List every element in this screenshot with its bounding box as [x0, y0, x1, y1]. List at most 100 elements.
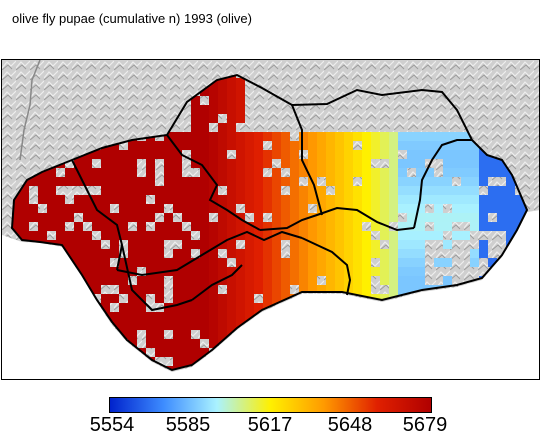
- heatmap-cell: [209, 312, 218, 321]
- heatmap-cell: [155, 276, 164, 285]
- heatmap-cell: [353, 285, 362, 294]
- heatmap-cell: [299, 267, 308, 276]
- heatmap-cell: [200, 348, 209, 357]
- heatmap-cell: [398, 204, 407, 213]
- heatmap-cell: [218, 150, 227, 159]
- heatmap-cell: [344, 186, 353, 195]
- heatmap-cell: [191, 96, 200, 105]
- heatmap-cell: [20, 222, 29, 231]
- heatmap-cell: [227, 168, 236, 177]
- heatmap-cell: [218, 267, 227, 276]
- heatmap-cell: [371, 168, 380, 177]
- heatmap-cell: [173, 339, 182, 348]
- heatmap-cell: [281, 159, 290, 168]
- heatmap-cell: [389, 285, 398, 294]
- heatmap-cell: [155, 186, 164, 195]
- heatmap-cell: [281, 258, 290, 267]
- heatmap-cell: [128, 294, 137, 303]
- heatmap-cell: [209, 204, 218, 213]
- heatmap-cell: [218, 195, 227, 204]
- heatmap-cell: [272, 141, 281, 150]
- heatmap-cell: [308, 186, 317, 195]
- heatmap-cell: [254, 177, 263, 186]
- heatmap-cell: [173, 294, 182, 303]
- heatmap-cell: [155, 222, 164, 231]
- heatmap-cell: [227, 177, 236, 186]
- heatmap-cell: [236, 222, 245, 231]
- heatmap-cell: [443, 258, 452, 267]
- heatmap-cell: [434, 186, 443, 195]
- heatmap-cell: [245, 294, 254, 303]
- heatmap-cell: [362, 213, 371, 222]
- heatmap-cell: [218, 222, 227, 231]
- heatmap-cell: [263, 186, 272, 195]
- heatmap-cell: [236, 213, 245, 222]
- heatmap-cell: [470, 213, 479, 222]
- heatmap-cell: [92, 276, 101, 285]
- heatmap-cell: [74, 240, 83, 249]
- heatmap-cell: [506, 195, 515, 204]
- heatmap-cell: [470, 249, 479, 258]
- heatmap-cell: [128, 303, 137, 312]
- heatmap-cell: [92, 168, 101, 177]
- heatmap-cell: [227, 78, 236, 87]
- heatmap-cell: [92, 249, 101, 258]
- heatmap-cell: [137, 141, 146, 150]
- heatmap-cell: [83, 249, 92, 258]
- heatmap-cell: [218, 123, 227, 132]
- heatmap-cell: [398, 141, 407, 150]
- heatmap-cell: [299, 186, 308, 195]
- heatmap-cell: [137, 321, 146, 330]
- heatmap-cell: [398, 258, 407, 267]
- heatmap-cell: [425, 141, 434, 150]
- heatmap-cell: [281, 132, 290, 141]
- heatmap-cell: [209, 294, 218, 303]
- heatmap-cell: [182, 339, 191, 348]
- heatmap-cell: [362, 249, 371, 258]
- heatmap-cell: [200, 186, 209, 195]
- heatmap-cell: [353, 159, 362, 168]
- heatmap-cell: [416, 177, 425, 186]
- heatmap-cell: [335, 177, 344, 186]
- heatmap-cell: [191, 321, 200, 330]
- heatmap-cell: [137, 303, 146, 312]
- heatmap-cell: [461, 177, 470, 186]
- heatmap-cell: [443, 168, 452, 177]
- heatmap-cell: [434, 222, 443, 231]
- heatmap-cell: [416, 168, 425, 177]
- heatmap-cell: [137, 150, 146, 159]
- heatmap-cell: [155, 204, 164, 213]
- heatmap-cell: [308, 285, 317, 294]
- heatmap-cell: [416, 141, 425, 150]
- heatmap-cell: [191, 285, 200, 294]
- heatmap-cell: [182, 195, 191, 204]
- heatmap-cell: [110, 267, 119, 276]
- heatmap-cell: [218, 330, 227, 339]
- heatmap-cell: [191, 240, 200, 249]
- heatmap-cell: [200, 114, 209, 123]
- andalusia-outline: [10, 73, 529, 372]
- heatmap-cell: [398, 159, 407, 168]
- heatmap-cell: [254, 141, 263, 150]
- heatmap-cell: [164, 213, 173, 222]
- heatmap-cell: [83, 195, 92, 204]
- heatmap-cell: [137, 177, 146, 186]
- heatmap-cell: [506, 177, 515, 186]
- heatmap-cell: [137, 204, 146, 213]
- heatmap-cell: [227, 96, 236, 105]
- heatmap-cell: [164, 159, 173, 168]
- heatmap-cell: [353, 132, 362, 141]
- sevilla-malaga-border: [116, 230, 303, 277]
- heatmap-cell: [380, 276, 389, 285]
- heatmap-cell: [398, 195, 407, 204]
- heatmap-cell: [200, 240, 209, 249]
- heatmap-cell: [38, 177, 47, 186]
- heatmap-cell: [398, 132, 407, 141]
- heatmap-cell: [434, 132, 443, 141]
- heatmap-cell: [443, 141, 452, 150]
- heatmap-cell: [407, 186, 416, 195]
- heatmap-cell: [128, 258, 137, 267]
- heatmap-cell: [362, 285, 371, 294]
- heatmap-cell: [65, 249, 74, 258]
- heatmap-cell: [191, 123, 200, 132]
